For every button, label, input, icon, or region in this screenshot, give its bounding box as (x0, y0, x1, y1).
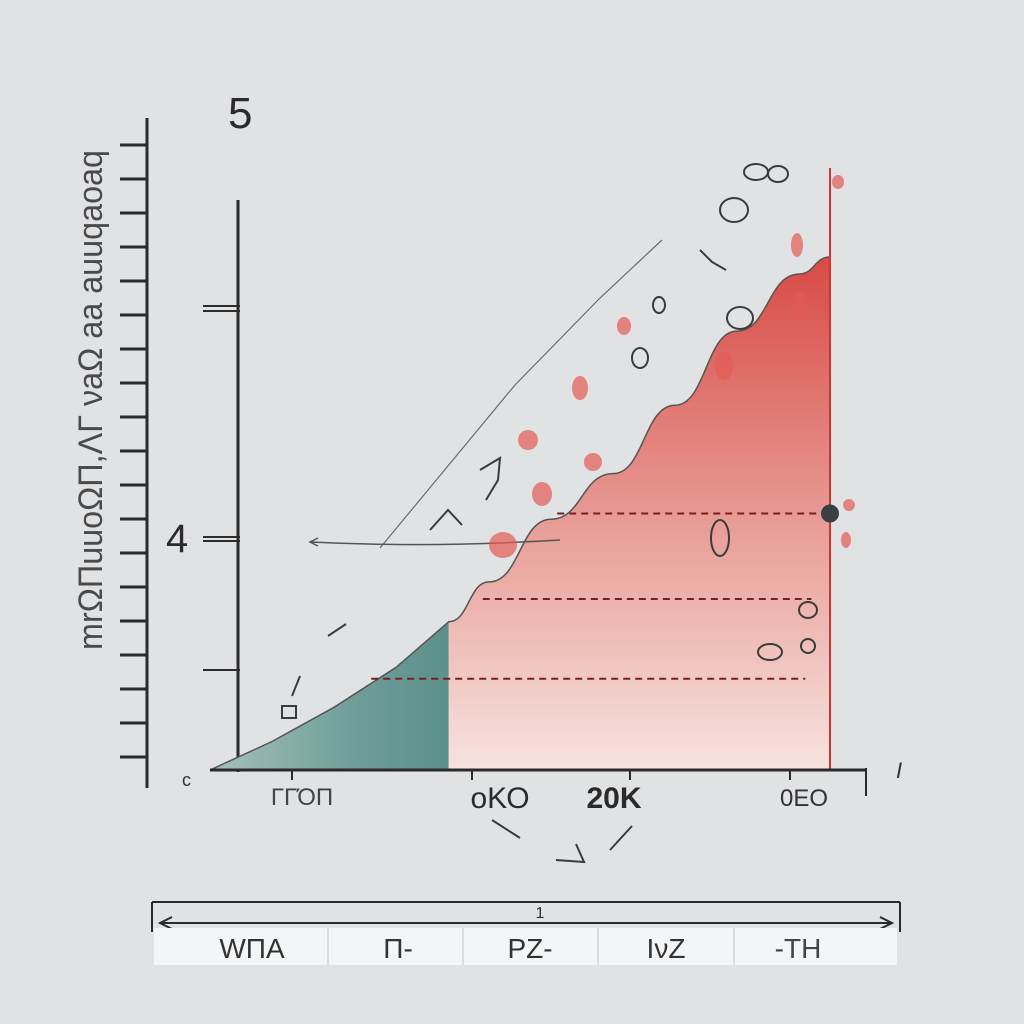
scatter-blobs (489, 175, 855, 558)
table-cell: ΙνΖ (647, 933, 686, 964)
scribble-mark (327, 623, 347, 637)
legend-table: 1 WΠΑ Π- ΡΖ- ΙνΖ -ΤΗ (151, 901, 901, 965)
arrow-right-icon (879, 916, 895, 930)
scribble-marks (281, 163, 818, 864)
scribble-mark (555, 843, 586, 864)
scribble-mark (491, 819, 521, 839)
scribble-mark (743, 163, 769, 181)
x-axis-ticks (291, 768, 867, 796)
y-axis-label: mrΩΠuuoΩΠ,ΛΓ νaΩ aa auuqaoaq (72, 150, 110, 650)
scribble-mark (652, 296, 666, 314)
x-tick-label: 20Κ (586, 782, 641, 815)
blob-mark (792, 291, 808, 319)
x-tick-label: ΓΓΌΠ (271, 784, 333, 811)
x-tick-label: oΚΟ (470, 782, 529, 815)
y-tick-label: 4 (166, 517, 188, 561)
arrow-left-icon (157, 916, 173, 930)
horizontal-sketch-arrow (309, 539, 561, 546)
blob-mark (832, 175, 844, 189)
scribble-mark (798, 601, 818, 619)
table-cell: ΡΖ- (507, 933, 552, 964)
scribble-mark (429, 508, 463, 531)
arrow-head-icon (308, 537, 319, 547)
blob-mark (532, 482, 552, 506)
scribble-mark (719, 197, 749, 223)
scribble-mark (291, 675, 301, 697)
scribble-mark (479, 456, 502, 501)
red-area-series (448, 257, 830, 770)
teal-area-series (210, 621, 449, 770)
scribble-mark (631, 347, 649, 369)
data-point-marker (821, 504, 839, 523)
legend-table-body (154, 928, 897, 965)
y-axis-major-ticks (203, 305, 240, 671)
scribble-mark (609, 825, 633, 851)
trend-sketch-line (379, 239, 663, 549)
blob-mark (715, 352, 733, 380)
blob-mark (841, 532, 851, 548)
scribble-mark (281, 705, 297, 719)
scribble-mark (757, 643, 783, 661)
origin-annotation: c (182, 770, 191, 790)
scribble-mark (800, 638, 816, 654)
table-cell: Π- (383, 933, 413, 964)
ruler-ticks (120, 143, 147, 759)
blob-mark (584, 453, 602, 471)
table-cell: WΠΑ (219, 933, 285, 964)
x-tick-label: 0ΕΟ (780, 785, 828, 812)
range-label: 1 (536, 905, 545, 922)
scribble-mark (710, 519, 730, 557)
table-cell: -ΤΗ (775, 933, 822, 964)
reference-lines (371, 512, 830, 680)
blob-mark (489, 532, 517, 558)
area-outline (209, 256, 831, 771)
scribble-mark (767, 165, 789, 183)
axis-end-annotation: Ι (896, 758, 902, 783)
blob-mark (617, 317, 631, 335)
blob-mark (791, 233, 803, 257)
scribble-mark (726, 306, 754, 330)
blob-mark (572, 376, 588, 400)
scribble-mark (699, 249, 727, 271)
blob-mark (518, 430, 538, 450)
blob-mark (843, 499, 855, 511)
chart-title: 5 (228, 89, 252, 138)
